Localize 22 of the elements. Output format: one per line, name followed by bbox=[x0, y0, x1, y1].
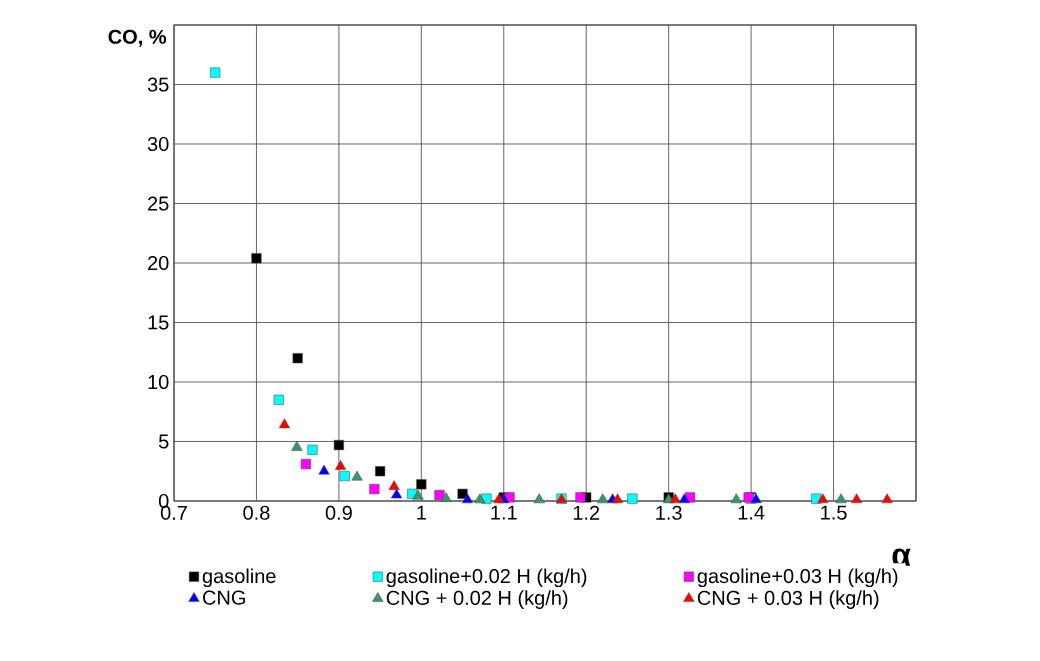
y-tick-label: 15 bbox=[148, 315, 169, 330]
y-tick-label: 30 bbox=[147, 136, 169, 152]
y-tick-label: 35 bbox=[147, 77, 169, 92]
legend-label: gasoline+0.02 H (kg/h) bbox=[386, 568, 587, 588]
y-tick-label: 10 bbox=[148, 374, 169, 390]
y-tick-label: 25 bbox=[148, 196, 169, 211]
y-axis-title: CO, % bbox=[108, 29, 167, 47]
y-tick-label: 5 bbox=[158, 434, 169, 449]
x-tick-label: 1 bbox=[417, 505, 426, 520]
legend-label: CNG bbox=[203, 590, 245, 605]
x-tick-label: 1.1 bbox=[491, 505, 517, 520]
legend-label: gasoline+0.03 H (kg/h) bbox=[697, 568, 898, 588]
x-tick-label: 1.2 bbox=[573, 505, 600, 520]
x-tick-label: 1.5 bbox=[821, 505, 847, 520]
legend-label: CNG + 0.02 H (kg/h) bbox=[386, 590, 568, 609]
x-tick-label: 1.4 bbox=[738, 505, 765, 520]
x-tick-label: 0.8 bbox=[243, 505, 270, 520]
legend-label: gasoline bbox=[202, 568, 276, 588]
x-tick-label: 1.3 bbox=[656, 505, 682, 520]
x-tick-label: 0.9 bbox=[325, 505, 352, 520]
legend-label: CNG + 0.03 H (kg/h) bbox=[697, 590, 879, 609]
y-tick-label: 20 bbox=[148, 255, 169, 271]
